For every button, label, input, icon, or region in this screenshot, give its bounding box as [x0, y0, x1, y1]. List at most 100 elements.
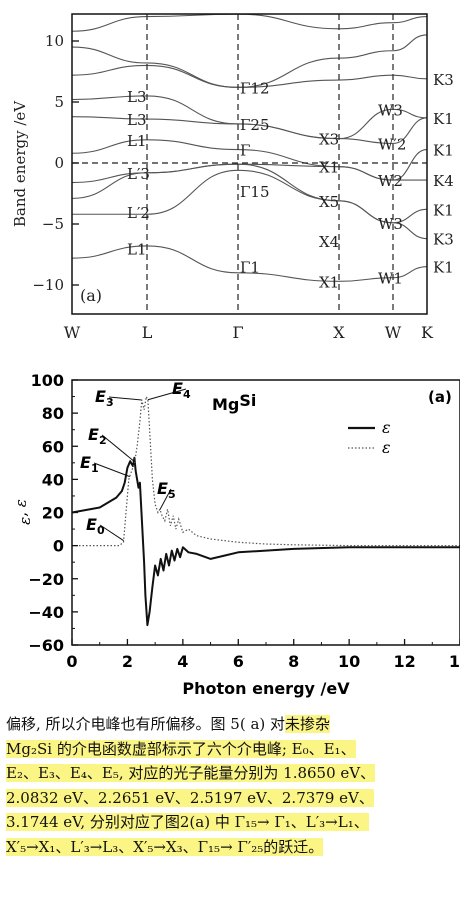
eps-peak-label: E3 [95, 387, 114, 409]
band-point-label: X1 [319, 273, 339, 291]
highlighted-text: 2.0832 eV、2.2651 eV、2.5197 eV、2.7379 eV、 [6, 788, 374, 807]
band-k-label: Γ [232, 323, 243, 342]
dielectric-function-chart: 100 80 60 40 20 0 −20 −40 −60 0 2 4 6 8 10 12 14 E0 E1 E2… [12, 371, 460, 698]
band-curve [71, 163, 428, 224]
highlighted-text: X′₅→X₁、L′₃→L₃、X′₅→X₃、Γ₁₅→ Γ′₂₅的跃迁。 [6, 837, 324, 856]
band-point-label: Γ1 [240, 259, 260, 277]
eps-x-tick-label: 12 [393, 652, 415, 671]
eps-plot-frame [71, 379, 460, 646]
k-point-dashed-lines [146, 14, 394, 314]
eps-y-ticks: 100 80 60 40 20 0 −20 −40 −60 [28, 371, 78, 655]
band-point-label: L3 [127, 111, 147, 129]
band-point-label: Γ [240, 142, 250, 160]
band-point-label: Γ15 [240, 183, 270, 201]
eps-peak-label: E0 [86, 515, 105, 537]
band-point-label: L1 [127, 132, 147, 150]
eps-y-tick-label: −40 [28, 603, 64, 622]
band-point-label: L3 [127, 88, 147, 106]
band-point-label: W1 [378, 270, 403, 288]
band-point-label: L′3 [127, 165, 150, 183]
band-y-axis-label: Band energy /eV [11, 100, 29, 227]
eps-y-tick-label: 40 [42, 470, 64, 489]
eps-x-tick-label: 6 [233, 652, 244, 671]
band-point-label: K1 [433, 201, 454, 219]
band-curve [71, 13, 428, 32]
eps-legend: ε ε [348, 418, 391, 457]
series-eps2-line [72, 394, 460, 547]
eps-peak-label: E1 [80, 453, 99, 475]
series-eps1-line [71, 456, 460, 627]
eps-peak-arrow [93, 462, 130, 478]
paragraph-line: 3.1744 eV, 分别对应了图2(a) 中 Γ₁₅→ Γ₁、L′₃→L₁、 [6, 810, 454, 835]
band-point-label: W3 [378, 101, 403, 119]
band-point-label: K1 [433, 110, 454, 128]
band-point-label: W3 [378, 215, 403, 233]
band-plot-frame [71, 13, 428, 315]
eps-y-tick-label: −20 [28, 570, 64, 589]
eps-y-tick-label: 80 [42, 404, 64, 423]
band-y-tick-label: 0 [54, 154, 64, 172]
band-k-label: X [333, 323, 345, 342]
paragraph-line: 偏移, 所以介电峰也有所偏移。图 5( a) 对未掺杂 [6, 712, 454, 737]
band-point-label: L1 [127, 240, 147, 258]
band-y-tick-label: −10 [32, 276, 64, 294]
eps-peak-arrow [101, 434, 136, 463]
paragraph-line: 2.0832 eV、2.2651 eV、2.5197 eV、2.7379 eV、 [6, 786, 454, 811]
eps-y-tick-label: 0 [53, 537, 64, 556]
band-point-label: L′2 [127, 204, 150, 222]
band-y-tick-label: −5 [42, 215, 64, 233]
eps-x-tick-label: 2 [122, 652, 133, 671]
highlighted-text: 3.1744 eV, 分别对应了图2(a) 中 Γ₁₅→ Γ₁、L′₃→L₁、 [6, 813, 369, 832]
eps-y-tick-label: 100 [31, 371, 64, 390]
highlighted-text: Mg₂Si 的介电函数虚部标示了六个介电峰; E₀、E₁、 [6, 739, 356, 758]
eps-x-tick-label: 0 [66, 652, 77, 671]
paragraph-line: Mg₂Si 的介电函数虚部标示了六个介电峰; E₀、E₁、 [6, 737, 454, 762]
plain-text: 偏移, 所以介电峰也有所偏移。图 5( a) 对 [6, 715, 286, 733]
band-point-label: Γ12 [240, 79, 270, 97]
band-k-label: W [385, 323, 402, 342]
legend-eps2-label: ε [382, 438, 391, 457]
band-k-label: L [142, 323, 153, 342]
eps-peak-label: E5 [157, 479, 176, 501]
band-panel-label: (a) [80, 286, 102, 305]
eps-panel-label: (a) [428, 388, 452, 406]
eps-y-tick-label: −60 [28, 636, 64, 655]
legend-eps1-label: ε [382, 418, 391, 437]
eps-y-tick-label: 60 [42, 437, 64, 456]
highlighted-text: 未掺杂 [285, 715, 331, 733]
band-curve [71, 139, 428, 181]
band-point-label: X1 [319, 159, 339, 177]
band-k-label: K [421, 323, 434, 342]
band-curve [71, 34, 428, 88]
band-point-label: K1 [433, 142, 454, 160]
dielectric-series [71, 394, 460, 627]
band-point-label: K4 [433, 172, 454, 190]
band-point-label: W′2 [378, 135, 406, 153]
band-point-labels: L3 L3 L1 L′3 L′2 L1 Γ12 Γ25 Γ Γ15 Γ1 X3 X1 X5 X4 X1 W3 W′… [127, 71, 454, 292]
eps-peak-arrow [108, 396, 142, 401]
body-paragraph: 偏移, 所以介电峰也有所偏移。图 5( a) 对未掺杂 Mg₂Si 的介电函数虚部… [6, 712, 454, 860]
paragraph-line: E₂、E₃、E₄、E₅, 对应的光子能量分别为 1.8650 eV、 [6, 761, 454, 786]
eps-x-tick-label: 4 [177, 652, 188, 671]
band-curve [71, 163, 427, 184]
eps-x-tick-label: 14 [449, 652, 460, 671]
paragraph-line: X′₅→X₁、L′₃→L₃、X′₅→X₃、Γ₁₅→ Γ′₂₅的跃迁。 [6, 835, 454, 860]
band-y-ticks: 10 5 0 −5 −10 [32, 32, 79, 294]
eps-x-tick-label: 10 [338, 652, 360, 671]
eps-x-axis-label: Photon energy /eV [182, 679, 350, 698]
band-curve [72, 169, 428, 240]
eps-title: MgSi [212, 391, 256, 414]
eps-y-tick-label: 20 [42, 504, 64, 523]
eps-x-tick-label: 8 [288, 652, 299, 671]
eps-x-ticks: 0 2 4 6 8 10 12 14 [66, 639, 460, 671]
band-point-label: K3 [433, 71, 454, 89]
band-point-label: X5 [319, 193, 339, 211]
band-point-label: K3 [433, 231, 454, 249]
band-y-tick-label: 10 [45, 32, 64, 50]
highlighted-text: E₂、E₃、E₄、E₅, 对应的光子能量分别为 1.8650 eV、 [6, 764, 376, 783]
band-point-label: X3 [319, 131, 339, 149]
eps-peak-arrow [159, 488, 172, 510]
